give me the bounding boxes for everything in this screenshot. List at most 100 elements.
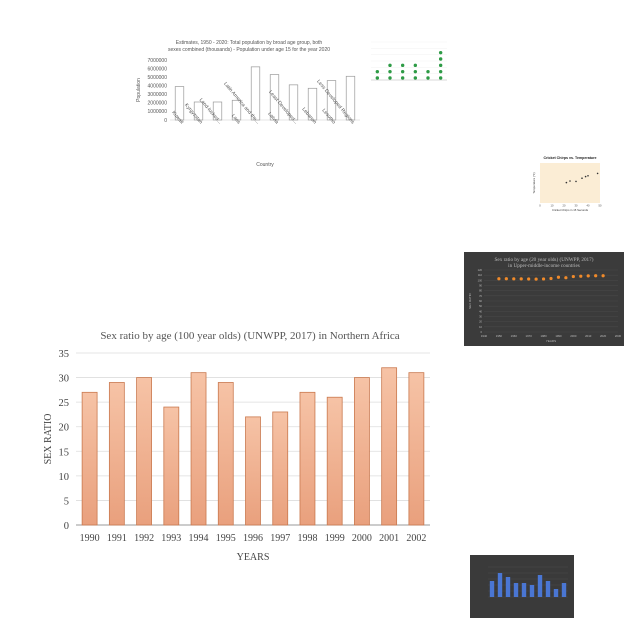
line-marker [601, 274, 605, 278]
bar [345, 75, 356, 121]
bar [529, 585, 535, 597]
x-tick-label: 50 [599, 204, 602, 208]
population-chart: Estimates, 1950 - 2020: Total population… [136, 40, 360, 168]
y-axis-label: SEX RATIO [43, 414, 54, 465]
y-tick-label: 20 [479, 320, 482, 324]
x-tick-label: 10 [551, 204, 554, 208]
bar [381, 367, 398, 526]
bar [307, 87, 318, 121]
line-marker [564, 276, 568, 280]
dot-marker [388, 76, 392, 80]
y-tick-label: 40 [479, 309, 482, 313]
bar [108, 382, 125, 526]
chart-title-line: in Upper-middle-income countries [508, 263, 580, 269]
x-tick-label: 1999 [325, 533, 345, 544]
x-tick-label: 1994 [189, 533, 209, 544]
y-tick-label: 1000000 [148, 109, 168, 115]
dot-marker [426, 69, 430, 74]
dot-marker [413, 69, 418, 74]
y-tick-label: 70 [479, 294, 482, 298]
bar [174, 86, 185, 121]
bar [497, 573, 503, 597]
dot-marker [438, 76, 443, 80]
chart-title: Estimates, 1950 - 2020: Total population… [168, 40, 330, 53]
y-tick-label: 120 [478, 268, 483, 272]
x-axis-label: YEARS [546, 339, 556, 343]
x-tick-label: 1998 [297, 533, 317, 544]
y-axis-label: Temperature (°F) [532, 172, 536, 193]
y-tick-label: 25 [59, 398, 70, 409]
bar [217, 382, 234, 526]
y-tick-label: 0 [164, 118, 167, 124]
x-axis-label: Cricket Chirps in 15 Seconds [552, 208, 589, 212]
x-axis-label: Country [256, 162, 274, 168]
x-tick-label: 2000 [352, 533, 372, 544]
y-tick-label: 15 [59, 447, 70, 458]
bar [250, 66, 261, 121]
dot-marker [438, 57, 443, 61]
x-tick-label: 2000 [570, 334, 577, 338]
bar [212, 101, 223, 121]
y-tick-label: 30 [59, 374, 70, 385]
x-tick-label: 1993 [161, 533, 181, 544]
line-marker [534, 277, 538, 281]
y-axis-label: SEX RATIO [468, 292, 472, 308]
y-tick-label: 0 [64, 521, 69, 532]
bar [245, 416, 261, 526]
bar [354, 377, 370, 526]
y-tick-label: 60 [479, 299, 482, 303]
line-marker [527, 277, 531, 281]
chart-title-line: Estimates, 1950 - 2020: Total population… [176, 40, 323, 46]
dot-marker [375, 69, 380, 74]
bar [553, 589, 559, 597]
x-tick-label: 1995 [216, 533, 236, 544]
bar [545, 581, 551, 597]
line-marker [512, 277, 516, 281]
y-tick-label: 10 [59, 472, 70, 483]
bar [163, 406, 180, 526]
x-tick-label: 1980 [540, 334, 547, 338]
bar [231, 99, 242, 121]
line-marker [586, 274, 590, 278]
scatter-point [581, 177, 583, 179]
dot-marker [426, 76, 430, 80]
blue-bar-chart [470, 555, 574, 618]
x-tick-label: 2001 [379, 533, 399, 544]
y-axis-label: Population [136, 78, 142, 102]
dot-marker [438, 63, 443, 68]
bar [269, 74, 280, 121]
chart-title-line: sexes combined (thousands) - Population … [168, 47, 330, 53]
chart-title: Sex ratio by age (20 year olds) (UNWPP, … [495, 256, 594, 269]
x-tick-label: 20 [563, 204, 566, 208]
bar [561, 583, 567, 597]
bar [408, 372, 425, 526]
x-tick-label: 2010 [585, 334, 592, 338]
cricket-scatter-chart: Cricket Chirps vs. Temperature 0 10 20 30 40 5… [532, 156, 602, 212]
dot-marker [413, 63, 418, 68]
chart-title: Sex ratio by age (100 year olds) (UNWPP,… [100, 330, 399, 342]
x-axis-label: YEARS [237, 552, 270, 563]
y-tick-label: 100 [478, 278, 483, 282]
x-tick-label: 2020 [600, 334, 607, 338]
x-tick-label: 1992 [134, 533, 154, 544]
dot-marker [400, 76, 405, 80]
x-tick-label: 1990 [555, 334, 562, 338]
y-tick-label: 5 [64, 496, 69, 507]
y-tick-label: 7000000 [148, 58, 168, 64]
chart-background [464, 252, 624, 346]
x-tick-label: 1991 [107, 533, 127, 544]
y-tick-label: 3000000 [148, 92, 168, 98]
scatter-point [569, 180, 571, 182]
sex-ratio-20-chart: Sex ratio by age (20 year olds) (UNWPP, … [464, 252, 624, 346]
x-tick-label: 1940 [481, 334, 488, 338]
line-marker [579, 274, 583, 278]
chart-title-line: Sex ratio by age (20 year olds) (UNWPP, … [495, 256, 594, 263]
y-tick-label: 30 [479, 315, 482, 319]
y-tick-label: 90 [479, 284, 482, 288]
y-tick-label: 35 [59, 349, 70, 360]
scatter-point [584, 175, 587, 178]
dot-marker [438, 50, 443, 55]
y-tick-label: 110 [478, 273, 483, 277]
x-tick-label: 1970 [526, 334, 533, 338]
dot-marker [413, 76, 418, 80]
